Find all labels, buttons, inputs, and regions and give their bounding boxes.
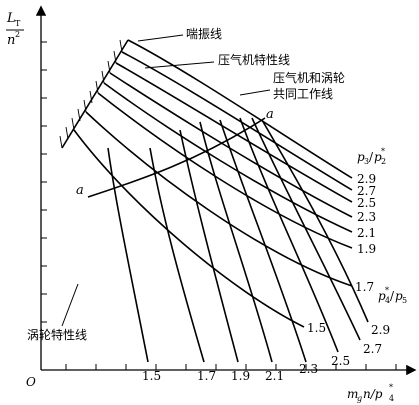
x-label-sup: * (389, 383, 393, 392)
compressor-char-label: 压气机特性线 (218, 52, 290, 67)
turbine-char-label: 涡轮特性线 (27, 327, 87, 342)
compressor-ratio-2.7: 2.7 (357, 184, 376, 198)
joint-line-label-1: 压气机和涡轮 (273, 70, 345, 85)
compressor-ratio-1.5: 1.5 (307, 321, 326, 335)
turbine-ratio-2.5: 2.5 (331, 354, 350, 368)
joint-operating-line (87, 117, 266, 198)
compressor-ratio-2.9: 2.9 (357, 172, 376, 186)
y-label-L-sub: T (15, 19, 21, 28)
x-axis-ticks (65, 364, 397, 370)
y-axis-label: L T n 2 (6, 11, 24, 48)
compressor-curves (73, 39, 353, 328)
compressor-ratio-2.3: 2.3 (357, 210, 376, 224)
turbine-ratio-2.1: 2.1 (265, 369, 284, 383)
compressor-curve-2.1 (103, 82, 353, 233)
point-a-right: a (266, 107, 274, 122)
svg-text:p: p (395, 289, 403, 303)
compressor-curve-2.5 (115, 62, 353, 203)
svg-text:p: p (357, 150, 365, 164)
svg-text:2: 2 (381, 157, 386, 166)
compressor-ratio-2.5: 2.5 (357, 196, 376, 210)
x-label-m: m (347, 387, 358, 401)
compressor-ratio-values: 2.9 2.7 2.5 2.3 2.1 1.9 1.7 1.5 (307, 172, 376, 335)
leader-lines (61, 34, 271, 327)
turbine-ratio-1.9: 1.9 (231, 369, 250, 383)
turbine-curve-2.5 (239, 117, 339, 353)
x-label-m-sub: g (357, 394, 362, 403)
turbine-curve-2.3 (219, 119, 307, 363)
surge-line-label: 喘振线 (186, 27, 222, 41)
turbine-curve-1.9 (179, 129, 239, 363)
compressor-curve-2.9 (127, 39, 353, 179)
y-axis-ticks (41, 41, 47, 323)
compressor-curve-1.7 (85, 111, 353, 287)
surge-hatch (59, 39, 123, 149)
turbine-ratio-1.7: 1.7 (197, 369, 216, 383)
compressor-ratio-2.1: 2.1 (357, 226, 376, 240)
y-label-n-sup: 2 (15, 30, 20, 39)
svg-text:/: / (390, 289, 395, 303)
svg-text:p: p (378, 289, 386, 303)
turbine-ratio-values: 2.9 2.7 1.5 1.7 1.9 2.1 2.3 2.5 (142, 323, 390, 383)
turbine-ratio-heading: p * 4 / p 5 (378, 286, 407, 305)
svg-text:5: 5 (402, 296, 407, 305)
turbine-ratio-1.5: 1.5 (142, 369, 161, 383)
svg-text:/: / (369, 150, 374, 164)
y-label-L: L (6, 11, 16, 26)
svg-text:*: * (381, 147, 385, 156)
compressor-curve-2.3 (109, 72, 353, 218)
svg-text:*: * (385, 286, 389, 295)
turbine-curve-2.9 (261, 119, 369, 323)
turbine-curve-2.1 (199, 121, 273, 363)
turbine-ratio-2.7: 2.7 (363, 342, 382, 356)
turbine-ratio-2.9: 2.9 (371, 323, 390, 337)
compressor-curve-1.5 (73, 129, 305, 328)
turbine-curve-2.7 (251, 117, 361, 341)
svg-text:3: 3 (364, 157, 369, 166)
compressor-curve-2.7 (121, 51, 353, 191)
y-label-n: n (7, 33, 15, 48)
compressor-ratio-1.7: 1.7 (355, 280, 374, 294)
svg-text:p: p (374, 150, 382, 164)
joint-line-label-2: 共同工作线 (273, 87, 333, 101)
x-label-np: n/p (363, 387, 383, 401)
compressor-curve-1.9 (97, 92, 353, 249)
compressor-ratio-1.9: 1.9 (357, 242, 376, 256)
x-axis-label: m g n/p * 4 (347, 383, 394, 403)
svg-text:4: 4 (385, 296, 390, 305)
turbine-curve-1.7 (149, 147, 205, 363)
turbine-ratio-2.3: 2.3 (299, 362, 318, 376)
origin-label: O (26, 375, 36, 389)
point-a-left: a (76, 183, 84, 198)
compressor-ratio-heading: p 3 / p * 2 (357, 147, 386, 166)
turbine-curves (107, 117, 369, 363)
turbine-curve-1.5 (107, 147, 149, 363)
x-label-sub2: 4 (389, 394, 394, 403)
surge-line (61, 39, 129, 149)
